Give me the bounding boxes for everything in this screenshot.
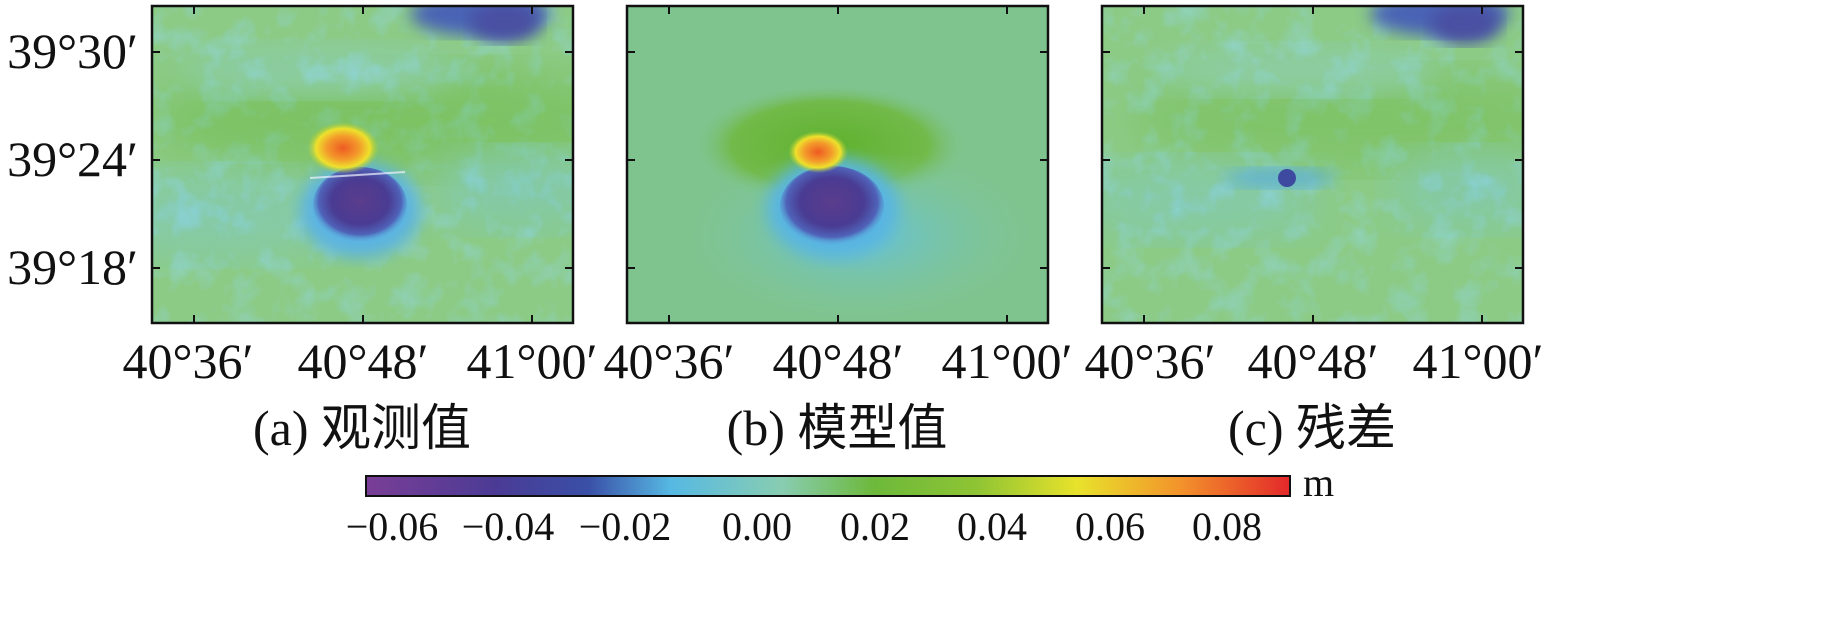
panel-a-x-axis: 40°36′ 40°48′ 41°00′ — [123, 6, 598, 389]
panel-a-y-axis: 39°30′ 39°24′ 39°18′ — [7, 23, 573, 295]
colorbar-tick-5: 0.02 — [840, 504, 910, 549]
colorbar-gradient — [365, 475, 1291, 497]
panel-b-image — [627, 6, 1048, 323]
panel-c-x-axis: 40°36′ 40°48′ 41°00′ — [1085, 6, 1544, 389]
panel-c-caption: (c) 残差 — [1228, 400, 1396, 456]
panel-a-y-tick-3: 39°18′ — [7, 239, 138, 295]
panel-a-y-tick-2: 39°24′ — [7, 131, 138, 187]
panel-b-x-tick-1: 40°36′ — [604, 333, 735, 389]
panel-b-x-tick-3: 41°00′ — [942, 333, 1073, 389]
panel-a-x-tick-3: 41°00′ — [467, 333, 598, 389]
panel-c-x-tick-2: 40°48′ — [1248, 333, 1379, 389]
colorbar-tick-8: 0.08 — [1192, 504, 1262, 549]
colorbar-ticks: −0.06 −0.04 −0.02 0.00 0.02 0.04 0.06 0.… — [346, 504, 1262, 549]
colorbar-tick-7: 0.06 — [1075, 504, 1145, 549]
panel-a-caption: (a) 观测值 — [253, 400, 471, 456]
panel-c-x-tick-3: 41°00′ — [1413, 333, 1544, 389]
colorbar-tick-4: 0.00 — [722, 504, 792, 549]
panel-a-y-tick-1: 39°30′ — [7, 23, 138, 79]
panel-a: 40°36′ 40°48′ 41°00′ 39°30′ 39°24′ 39°18… — [7, 4, 598, 456]
colorbar-tick-6: 0.04 — [957, 504, 1027, 549]
colorbar: m −0.06 −0.04 −0.02 0.00 0.02 0.04 0.06 … — [346, 460, 1334, 549]
panel-b: 40°36′ 40°48′ 41°00′ (b) 模型值 — [604, 4, 1073, 456]
colorbar-tick-3: −0.02 — [579, 504, 672, 549]
colorbar-tick-1: −0.06 — [346, 504, 439, 549]
panel-b-x-axis: 40°36′ 40°48′ 41°00′ — [604, 6, 1073, 389]
panel-a-image — [152, 6, 573, 323]
panel-b-y-ticks — [627, 51, 1048, 269]
panel-c-image — [1102, 6, 1523, 323]
colorbar-unit: m — [1303, 460, 1334, 505]
panel-c-y-ticks — [1102, 51, 1523, 269]
panel-b-x-tick-2: 40°48′ — [773, 333, 904, 389]
panel-c: 40°36′ 40°48′ 41°00′ (c) 残差 — [1085, 4, 1544, 456]
panel-b-caption: (b) 模型值 — [727, 400, 948, 456]
panel-a-x-tick-2: 40°48′ — [298, 333, 429, 389]
panel-c-x-tick-1: 40°36′ — [1085, 333, 1216, 389]
panel-a-x-tick-1: 40°36′ — [123, 333, 254, 389]
colorbar-tick-2: −0.04 — [462, 504, 555, 549]
